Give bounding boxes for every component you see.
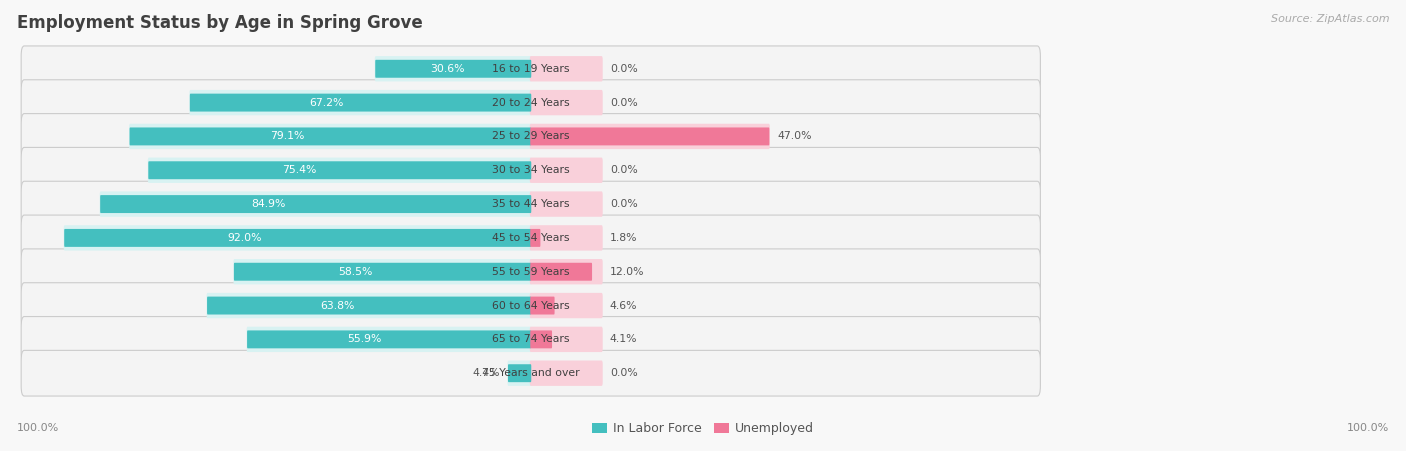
FancyBboxPatch shape <box>530 293 603 318</box>
FancyBboxPatch shape <box>207 297 531 314</box>
Text: 0.0%: 0.0% <box>610 199 637 209</box>
FancyBboxPatch shape <box>530 331 553 348</box>
FancyBboxPatch shape <box>21 181 1040 227</box>
FancyBboxPatch shape <box>530 327 603 352</box>
Text: 4.1%: 4.1% <box>610 334 637 345</box>
FancyBboxPatch shape <box>21 283 1040 328</box>
Text: 0.0%: 0.0% <box>610 97 637 108</box>
FancyBboxPatch shape <box>247 331 531 348</box>
FancyBboxPatch shape <box>233 259 531 285</box>
FancyBboxPatch shape <box>21 114 1040 159</box>
Text: 12.0%: 12.0% <box>610 267 644 277</box>
Text: 100.0%: 100.0% <box>1347 423 1389 433</box>
FancyBboxPatch shape <box>207 293 531 318</box>
Text: 75 Years and over: 75 Years and over <box>482 368 579 378</box>
Text: 0.0%: 0.0% <box>610 64 637 74</box>
FancyBboxPatch shape <box>530 128 769 145</box>
FancyBboxPatch shape <box>530 191 603 217</box>
Text: 75.4%: 75.4% <box>283 165 316 175</box>
Legend: In Labor Force, Unemployed: In Labor Force, Unemployed <box>586 417 820 440</box>
Text: 25 to 29 Years: 25 to 29 Years <box>492 131 569 142</box>
FancyBboxPatch shape <box>508 364 531 382</box>
FancyBboxPatch shape <box>530 90 603 115</box>
Text: 84.9%: 84.9% <box>252 199 285 209</box>
FancyBboxPatch shape <box>21 46 1040 92</box>
Text: 30.6%: 30.6% <box>430 64 464 74</box>
Text: Employment Status by Age in Spring Grove: Employment Status by Age in Spring Grove <box>17 14 423 32</box>
FancyBboxPatch shape <box>100 191 531 217</box>
FancyBboxPatch shape <box>129 128 531 145</box>
FancyBboxPatch shape <box>375 56 531 82</box>
FancyBboxPatch shape <box>530 124 770 149</box>
FancyBboxPatch shape <box>21 80 1040 125</box>
FancyBboxPatch shape <box>530 229 540 247</box>
FancyBboxPatch shape <box>21 215 1040 261</box>
FancyBboxPatch shape <box>530 56 603 82</box>
Text: 60 to 64 Years: 60 to 64 Years <box>492 300 569 311</box>
Text: 63.8%: 63.8% <box>321 300 356 311</box>
Text: 55.9%: 55.9% <box>347 334 381 345</box>
FancyBboxPatch shape <box>21 147 1040 193</box>
Text: 20 to 24 Years: 20 to 24 Years <box>492 97 569 108</box>
FancyBboxPatch shape <box>190 94 531 111</box>
FancyBboxPatch shape <box>100 195 531 213</box>
FancyBboxPatch shape <box>65 229 531 247</box>
FancyBboxPatch shape <box>530 259 603 285</box>
FancyBboxPatch shape <box>129 124 531 149</box>
Text: 55 to 59 Years: 55 to 59 Years <box>492 267 569 277</box>
FancyBboxPatch shape <box>148 157 531 183</box>
Text: Source: ZipAtlas.com: Source: ZipAtlas.com <box>1271 14 1389 23</box>
Text: 100.0%: 100.0% <box>17 423 59 433</box>
Text: 79.1%: 79.1% <box>270 131 305 142</box>
FancyBboxPatch shape <box>530 157 603 183</box>
FancyBboxPatch shape <box>233 263 531 281</box>
Text: 16 to 19 Years: 16 to 19 Years <box>492 64 569 74</box>
Text: 67.2%: 67.2% <box>309 97 344 108</box>
Text: 65 to 74 Years: 65 to 74 Years <box>492 334 569 345</box>
FancyBboxPatch shape <box>530 225 603 251</box>
Text: 4.6%: 4.6% <box>610 300 637 311</box>
FancyBboxPatch shape <box>21 317 1040 362</box>
FancyBboxPatch shape <box>63 225 531 251</box>
Text: 1.8%: 1.8% <box>610 233 637 243</box>
Text: 0.0%: 0.0% <box>610 165 637 175</box>
FancyBboxPatch shape <box>508 360 531 386</box>
FancyBboxPatch shape <box>246 327 531 352</box>
Text: 4.4%: 4.4% <box>472 368 501 378</box>
FancyBboxPatch shape <box>190 90 531 115</box>
FancyBboxPatch shape <box>530 360 603 386</box>
Text: 35 to 44 Years: 35 to 44 Years <box>492 199 569 209</box>
Text: 30 to 34 Years: 30 to 34 Years <box>492 165 569 175</box>
FancyBboxPatch shape <box>375 60 531 78</box>
FancyBboxPatch shape <box>530 297 554 314</box>
Text: 92.0%: 92.0% <box>228 233 263 243</box>
FancyBboxPatch shape <box>21 350 1040 396</box>
FancyBboxPatch shape <box>148 161 531 179</box>
FancyBboxPatch shape <box>530 263 592 281</box>
Text: 58.5%: 58.5% <box>337 267 373 277</box>
Text: 45 to 54 Years: 45 to 54 Years <box>492 233 569 243</box>
FancyBboxPatch shape <box>21 249 1040 295</box>
Text: 0.0%: 0.0% <box>610 368 637 378</box>
Text: 47.0%: 47.0% <box>778 131 811 142</box>
